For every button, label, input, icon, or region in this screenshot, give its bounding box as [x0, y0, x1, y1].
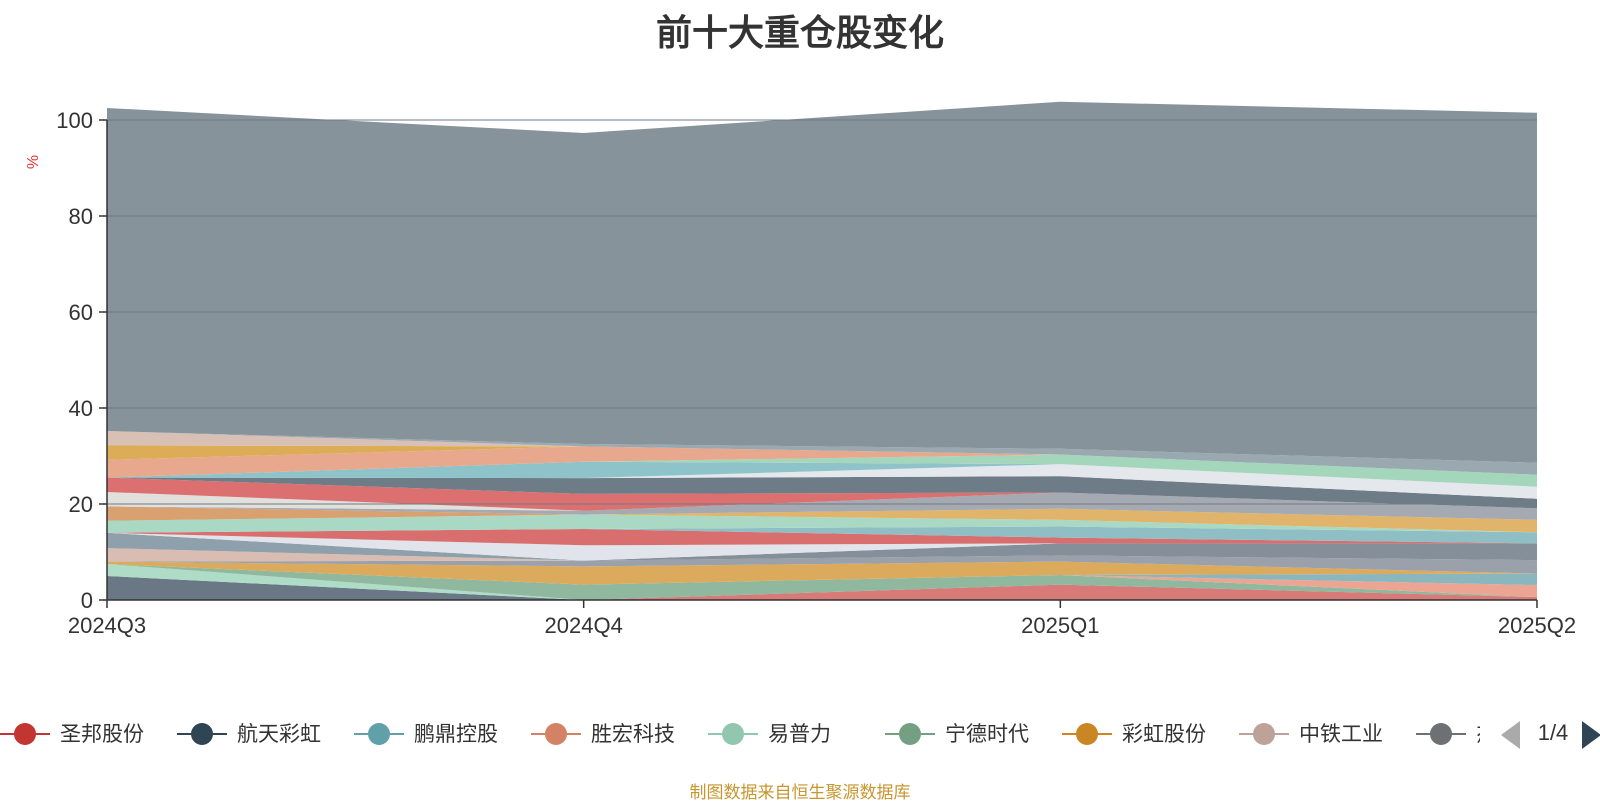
area-series-18	[107, 492, 1537, 520]
area-series-1	[107, 576, 1537, 600]
legend-label: 中铁工业	[1299, 722, 1383, 746]
legend-marker-icon	[354, 723, 404, 745]
triangle-left-icon	[1501, 721, 1520, 749]
area-series-6	[107, 564, 1537, 586]
stacked-area-chart: 0 20 40 60 80 100 2024Q3 2024Q4 2025Q1 2025Q2%	[25, 101, 1576, 638]
legend-prev-page-button[interactable]	[1500, 720, 1522, 750]
area-series-2	[107, 564, 1537, 600]
area-series-8	[107, 555, 1537, 574]
area-series-9	[107, 548, 1537, 562]
triangle-right-icon	[1582, 721, 1600, 749]
legend-label: 圣邦股份	[60, 722, 144, 746]
legend-label: 彩虹股份	[1122, 722, 1206, 746]
x-tick-label: 2025Q2	[1498, 613, 1576, 638]
area-series-17	[107, 506, 1537, 533]
area-series-3	[107, 564, 1537, 600]
x-tick-label: 2025Q1	[1021, 613, 1099, 638]
area-series-5	[107, 564, 1537, 598]
area-series-24	[107, 454, 1537, 487]
area-series-25	[107, 446, 1537, 478]
legend-label: 航天彩虹	[237, 722, 321, 746]
legend-marker-icon	[1239, 723, 1289, 745]
legend-page-indicator: 1/4	[1537, 720, 1569, 745]
y-axis-unit-label: %	[25, 155, 42, 169]
legend-marker-icon	[1062, 723, 1112, 745]
legend-next-page-button[interactable]	[1580, 720, 1600, 750]
area-series-21	[107, 476, 1537, 509]
area-series-23	[107, 461, 1537, 487]
area-series-4	[107, 564, 1537, 600]
x-tick-label: 2024Q4	[545, 613, 623, 638]
legend-marker-icon	[1416, 723, 1466, 745]
y-tick-label: 20	[69, 492, 93, 517]
legend-pager: 1/4	[1500, 714, 1600, 754]
data-source-note: 制图数据来自恒生聚源数据库	[689, 783, 911, 803]
legend-label: 胜宏科技	[591, 722, 675, 746]
area-series-19	[107, 492, 1537, 511]
area-series-16	[107, 506, 1537, 533]
x-tick-label: 2024Q3	[68, 613, 146, 638]
area-series-28	[107, 431, 1537, 475]
chart-title: 前十大重仓股变化	[655, 13, 944, 54]
area-series-11	[107, 532, 1537, 561]
legend-marker-icon	[885, 723, 935, 745]
legend-label: 鹏鼎控股	[414, 722, 498, 746]
area-series-7	[107, 561, 1537, 585]
area-series-12	[107, 532, 1537, 561]
area-series-20	[107, 477, 1537, 511]
legend-marker-icon	[708, 723, 758, 745]
legend-label: 宁德时代	[945, 722, 1029, 746]
legend-marker-icon	[0, 723, 50, 745]
chart-legend: 圣邦股份 航天彩虹 鹏鼎控股 胜宏科技 易普力 宁德时代 彩虹股份 中铁工业 杰瑞股份	[0, 717, 1480, 751]
legend-marker-icon	[531, 723, 581, 745]
area-series-29	[107, 101, 1537, 463]
legend-marker-icon	[177, 723, 227, 745]
y-tick-label: 100	[56, 108, 93, 133]
legend-label: 易普力	[768, 722, 831, 746]
legend-label: 杰瑞股份	[1476, 719, 1480, 749]
y-tick-label: 80	[69, 204, 93, 229]
y-tick-label: 0	[81, 588, 93, 613]
area-series-15	[107, 514, 1537, 533]
y-tick-label: 60	[69, 300, 93, 325]
area-series-13	[107, 528, 1537, 546]
area-series-14	[107, 526, 1537, 544]
area-series-26	[107, 445, 1537, 475]
area-series-22	[107, 464, 1537, 499]
y-tick-label: 40	[69, 396, 93, 421]
